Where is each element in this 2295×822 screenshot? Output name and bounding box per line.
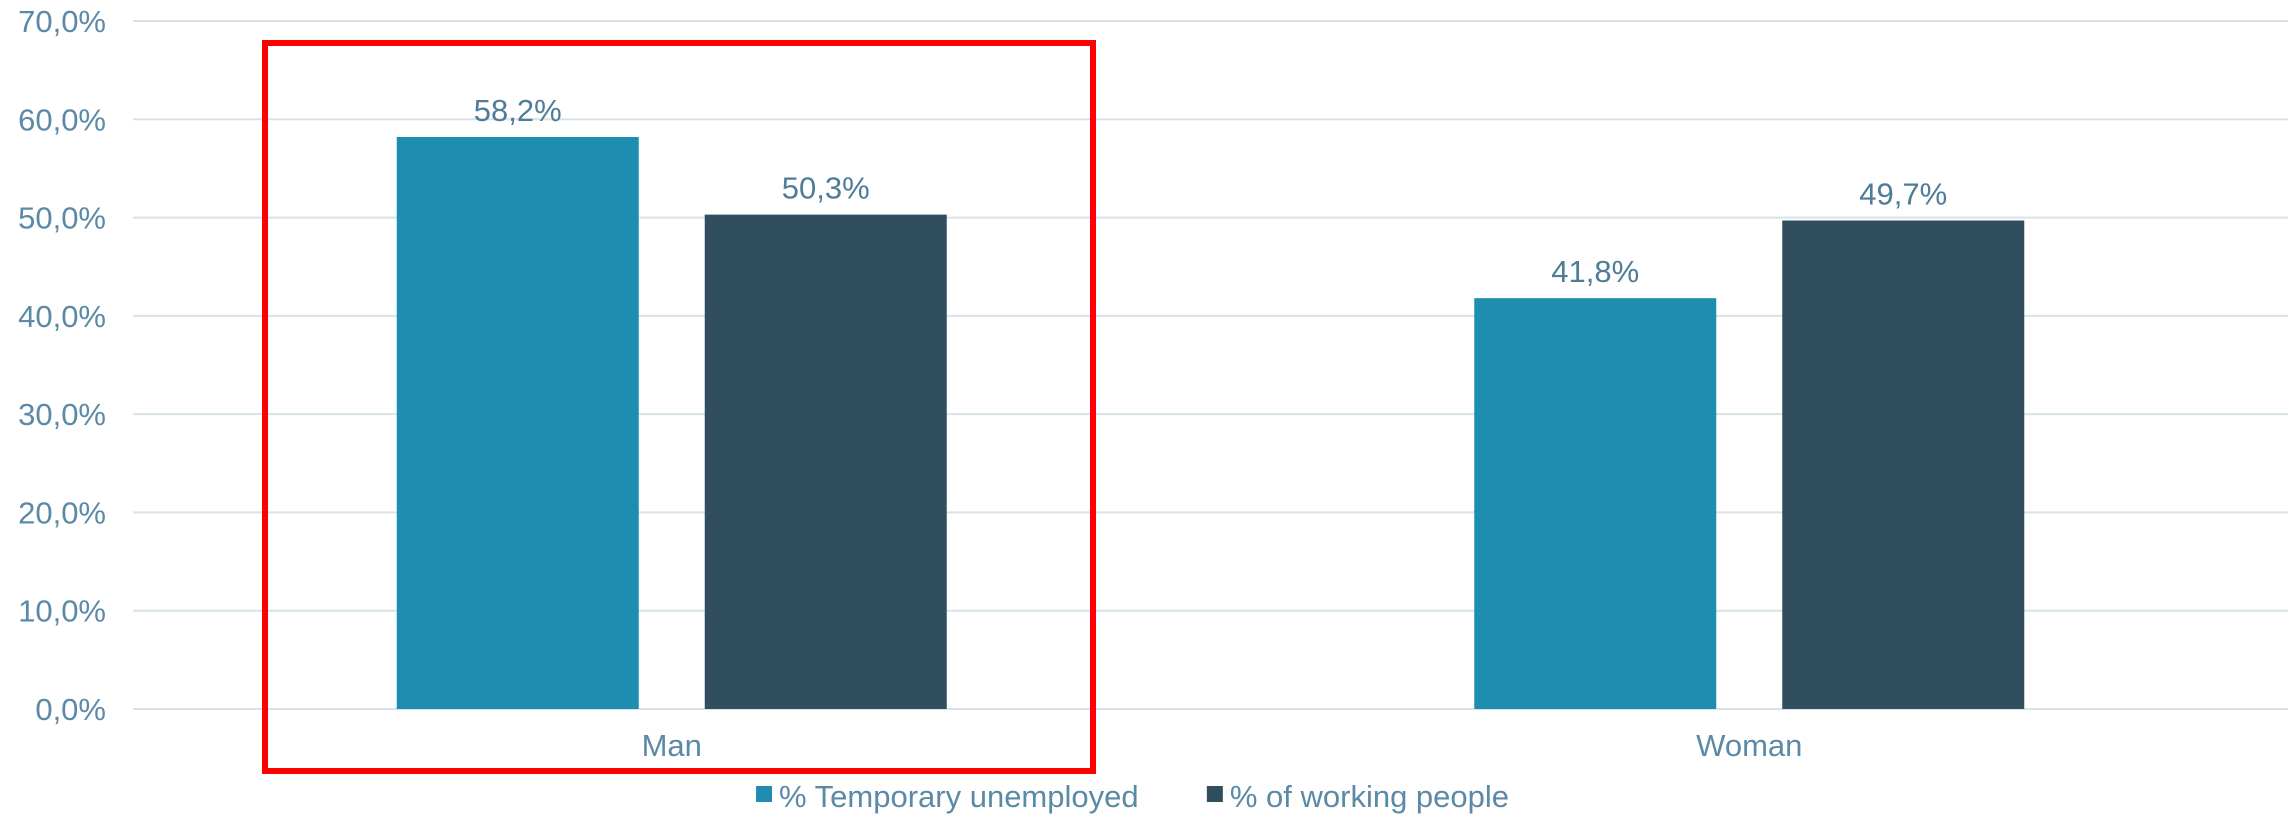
legend-swatch: [1206, 786, 1223, 802]
y-tick-label: 70,0%: [18, 4, 106, 39]
y-tick-label: 20,0%: [18, 495, 106, 530]
x-axis-category-labels: Man Woman: [642, 728, 1803, 763]
data-labels: 58,2% 50,3% 41,8% 49,7%: [474, 93, 1947, 289]
legend: % Temporary unemployed % of working peopl…: [756, 779, 1509, 814]
bar: [704, 214, 947, 709]
bar: [1474, 298, 1717, 709]
legend-label: % of working people: [1230, 779, 1509, 814]
data-label: 41,8%: [1551, 254, 1639, 289]
legend-swatch: [756, 786, 773, 802]
category-label: Man: [642, 728, 702, 763]
data-label: 49,7%: [1859, 177, 1947, 212]
category-label: Woman: [1696, 728, 1802, 763]
data-label: 58,2%: [474, 93, 562, 128]
legend-label: % Temporary unemployed: [779, 779, 1139, 814]
highlight-box-layer: [262, 40, 1096, 774]
y-tick-label: 0,0%: [35, 692, 106, 727]
y-axis-tick-labels: 0,0% 10,0% 20,0% 30,0% 40,0% 50,0% 60,0% 70,0%: [18, 4, 106, 727]
y-tick-label: 50,0%: [18, 201, 106, 236]
highlight-box: [262, 40, 1096, 774]
data-label: 50,3%: [782, 171, 870, 206]
y-tick-label: 60,0%: [18, 102, 106, 137]
y-tick-label: 10,0%: [18, 594, 106, 629]
y-tick-label: 30,0%: [18, 397, 106, 432]
bars: [396, 136, 2025, 709]
bar: [1782, 220, 2025, 709]
y-tick-label: 40,0%: [18, 299, 106, 334]
bar: [396, 136, 639, 709]
